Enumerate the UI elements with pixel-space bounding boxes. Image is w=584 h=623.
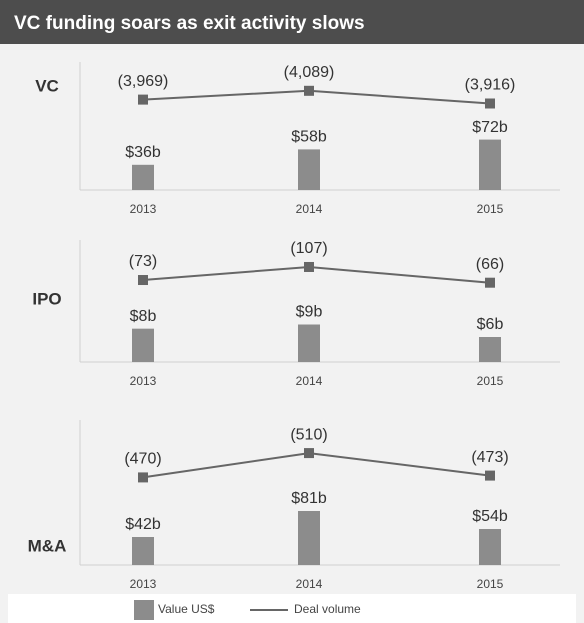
line-marker xyxy=(485,470,495,481)
x-tick-label: 2013 xyxy=(130,577,157,591)
line-marker xyxy=(138,472,148,483)
line-marker xyxy=(485,277,495,288)
bar xyxy=(479,139,501,190)
bar-label: $8b xyxy=(130,308,157,325)
x-tick-label: 2013 xyxy=(130,374,157,388)
bar-label: $54b xyxy=(472,508,508,525)
bar-label: $72b xyxy=(472,119,508,136)
line-marker xyxy=(485,98,495,109)
line-label: (510) xyxy=(290,426,327,443)
line-marker xyxy=(304,85,314,96)
bar-label: $58b xyxy=(291,129,327,146)
line-marker xyxy=(304,261,314,272)
line-label: (66) xyxy=(476,256,504,273)
bar xyxy=(132,164,154,190)
line-marker xyxy=(138,94,148,105)
line-label: (3,916) xyxy=(465,77,516,94)
bar xyxy=(479,529,501,565)
line-label: (473) xyxy=(471,449,508,466)
x-tick-label: 2015 xyxy=(477,374,504,388)
bar-label: $9b xyxy=(296,304,323,321)
line-label: (3,969) xyxy=(118,73,169,90)
bar-label: $42b xyxy=(125,516,161,533)
legend-swatch xyxy=(134,600,154,620)
legend-label: Value US$ xyxy=(158,602,215,616)
panel-label: M&A xyxy=(28,536,67,555)
bar-label: $6b xyxy=(477,316,504,333)
line-label: (107) xyxy=(290,240,327,257)
line-marker xyxy=(304,448,314,459)
bar xyxy=(298,324,320,362)
x-tick-label: 2014 xyxy=(296,202,323,216)
x-tick-label: 2013 xyxy=(130,202,157,216)
line-label: (4,089) xyxy=(284,64,335,81)
bar xyxy=(132,328,154,362)
legend-box xyxy=(8,594,576,623)
header xyxy=(0,0,584,44)
bar xyxy=(479,337,501,362)
x-tick-label: 2015 xyxy=(477,202,504,216)
line-label: (470) xyxy=(124,451,161,468)
x-tick-label: 2015 xyxy=(477,577,504,591)
bar-label: $81b xyxy=(291,490,327,507)
legend-label: Deal volume xyxy=(294,602,361,616)
title: VC funding soars as exit activity slows xyxy=(14,13,365,34)
panel-label: VC xyxy=(35,76,59,95)
x-tick-label: 2014 xyxy=(296,577,323,591)
panel-label: IPO xyxy=(32,289,61,308)
line-marker xyxy=(138,275,148,286)
bar xyxy=(132,537,154,565)
bar-label: $36b xyxy=(125,144,161,161)
bar xyxy=(298,511,320,565)
line-label: (73) xyxy=(129,253,157,270)
bar xyxy=(298,149,320,190)
x-tick-label: 2014 xyxy=(296,374,323,388)
